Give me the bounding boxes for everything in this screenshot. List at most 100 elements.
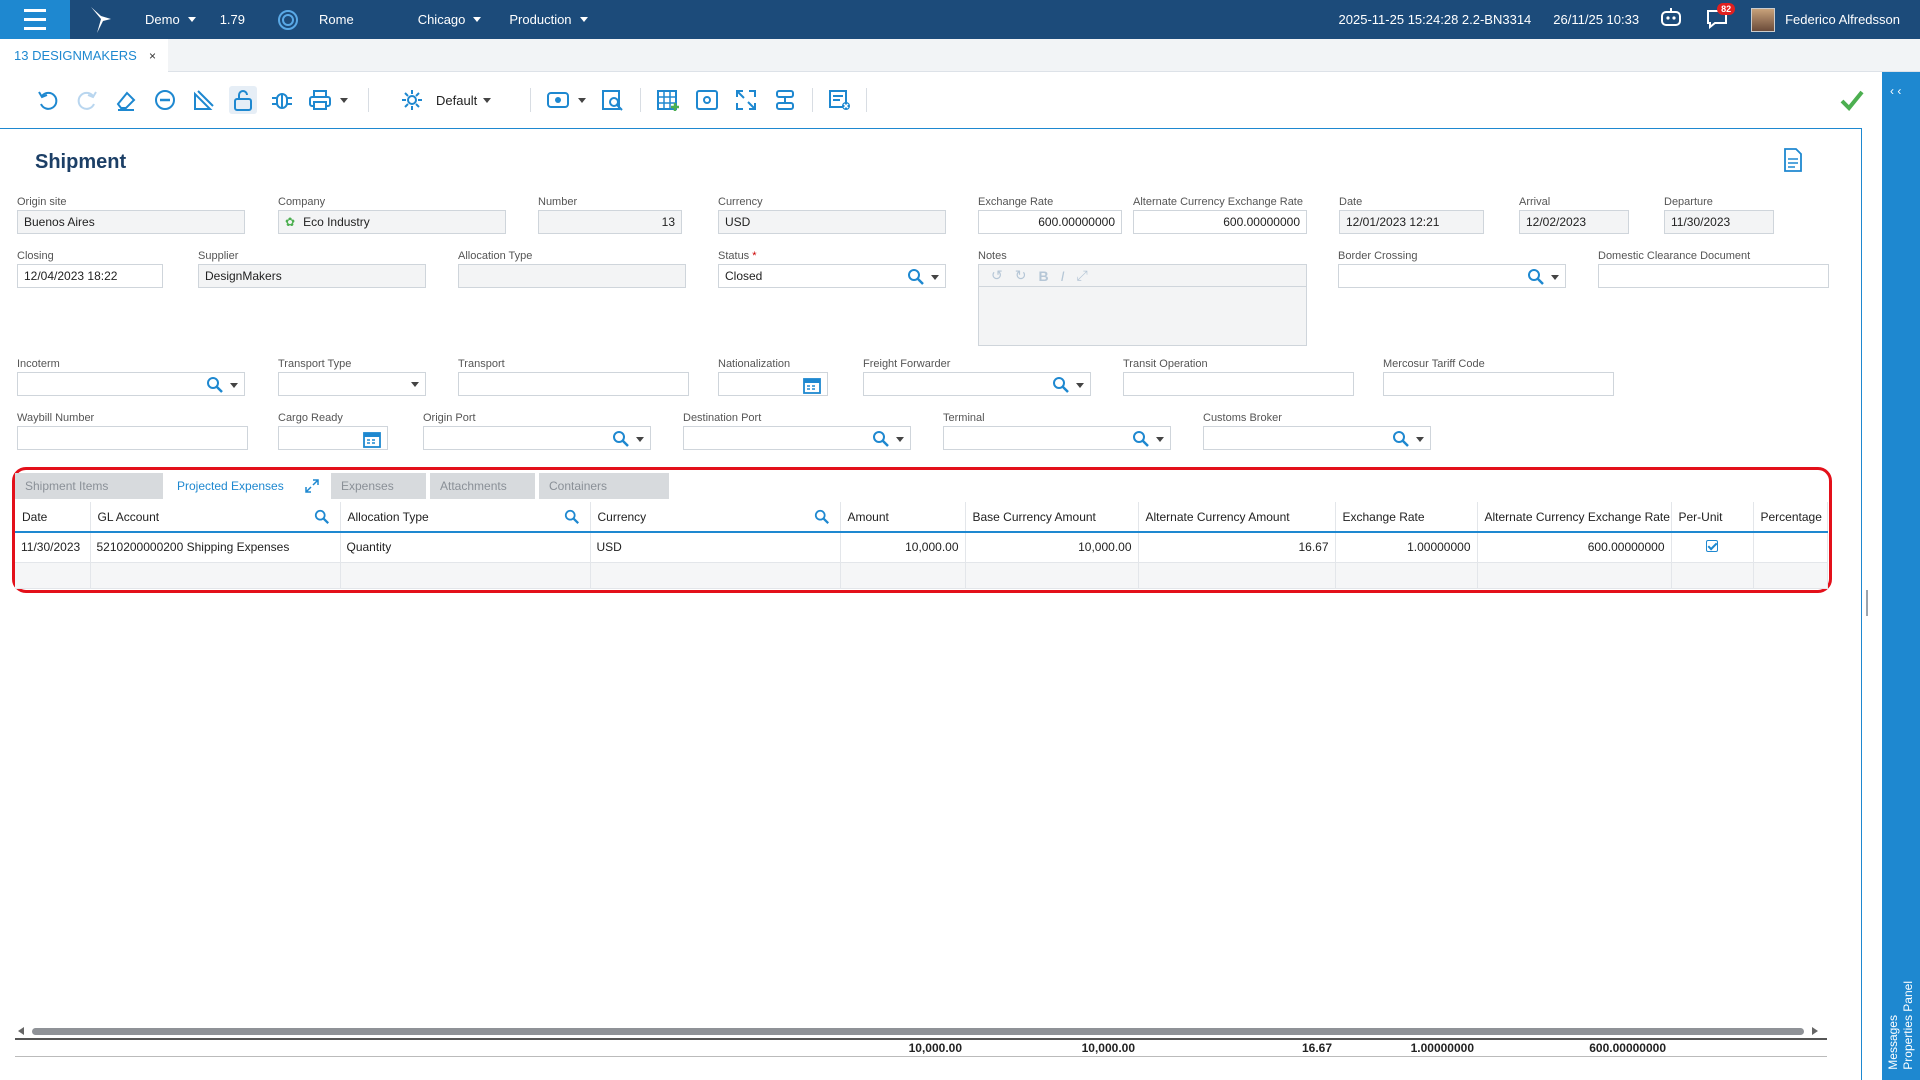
terminal-select[interactable] — [943, 426, 1171, 450]
redo-icon[interactable]: ↻ — [1014, 267, 1027, 283]
print-icon[interactable] — [307, 86, 349, 114]
mercosur-input[interactable] — [1383, 372, 1614, 396]
column-header-per-unit[interactable]: Per-Unit — [1671, 502, 1754, 533]
status-select[interactable]: Closed — [718, 264, 946, 288]
italic-icon[interactable]: I — [1060, 267, 1065, 284]
lookup-dropdown[interactable] — [1132, 430, 1164, 448]
column-header-allocation-type[interactable]: Allocation Type — [340, 502, 591, 533]
incoterm-select[interactable] — [17, 372, 245, 396]
cell-per-unit[interactable] — [1671, 532, 1754, 563]
allocation-type-input[interactable] — [458, 264, 686, 288]
column-header-gl-account[interactable]: GL Account — [90, 502, 341, 533]
empty-cell[interactable] — [1671, 562, 1754, 589]
chevron-down-icon[interactable] — [405, 382, 419, 387]
tab-shipment-items[interactable]: Shipment Items — [15, 473, 163, 499]
column-header-alternate-currency-amount[interactable]: Alternate Currency Amount — [1138, 502, 1336, 533]
empty-cell[interactable] — [1477, 562, 1672, 589]
empty-cell[interactable] — [965, 562, 1139, 589]
menu-button[interactable] — [0, 0, 70, 39]
avatar[interactable] — [1751, 7, 1776, 32]
column-header-amount[interactable]: Amount — [840, 502, 966, 533]
nationalization-input[interactable] — [718, 372, 828, 396]
empty-cell[interactable] — [90, 562, 341, 589]
column-header-date[interactable]: Date — [15, 502, 91, 533]
bold-icon[interactable]: B — [1038, 267, 1049, 284]
environment-selector[interactable]: Demo — [145, 12, 196, 27]
freight-forwarder-select[interactable] — [863, 372, 1091, 396]
table-row[interactable]: 11/30/2023 5210200000200 Shipping Expens… — [15, 532, 1828, 563]
search-icon[interactable] — [564, 509, 580, 528]
horizontal-scrollbar[interactable] — [18, 1026, 1818, 1036]
column-header-base-currency-amount[interactable]: Base Currency Amount — [965, 502, 1139, 533]
transport-input[interactable] — [458, 372, 689, 396]
currency-input[interactable]: USD — [718, 210, 946, 234]
departure-input[interactable]: 11/30/2023 — [1664, 210, 1774, 234]
mode-selector[interactable]: Production — [509, 12, 588, 27]
lookup-dropdown[interactable] — [612, 430, 644, 448]
arrival-input[interactable]: 12/02/2023 — [1519, 210, 1629, 234]
cell-gl-account[interactable]: 5210200000200 Shipping Expenses — [90, 532, 341, 563]
domestic-clearance-input[interactable] — [1598, 264, 1829, 288]
table-row-empty[interactable] — [15, 562, 1828, 589]
properties-panel-tab[interactable]: Properties Panel — [1901, 981, 1915, 1070]
column-header-currency[interactable]: Currency — [590, 502, 841, 533]
unlock-icon[interactable] — [229, 86, 257, 114]
column-header-alternate-exchange-rate[interactable]: Alternate Currency Exchange Rate — [1477, 502, 1672, 533]
ruler-icon[interactable] — [190, 86, 218, 114]
expand-icon[interactable] — [732, 86, 760, 114]
cell-percentage[interactable] — [1753, 532, 1828, 563]
notes-textarea[interactable] — [978, 286, 1307, 346]
scroll-right-icon[interactable] — [1812, 1027, 1818, 1035]
globe-icon[interactable] — [277, 9, 299, 31]
tab-13-designmakers[interactable]: 13 DESIGNMAKERS × — [0, 39, 168, 72]
empty-cell[interactable] — [1753, 562, 1828, 589]
preview-icon[interactable] — [693, 86, 721, 114]
exchange-rate-input[interactable]: 600.00000000 — [978, 210, 1122, 234]
undo-icon[interactable] — [34, 86, 62, 114]
messages-tab[interactable]: Messages — [1886, 1015, 1900, 1070]
remove-icon[interactable] — [151, 86, 179, 114]
chevron-left-icon[interactable]: ‹ ‹ — [1890, 84, 1902, 98]
search-icon[interactable] — [314, 509, 330, 528]
layout-selector[interactable]: Default — [400, 86, 492, 114]
waybill-input[interactable] — [17, 426, 248, 450]
tab-projected-expenses[interactable]: Projected Expenses — [167, 473, 327, 499]
lookup-dropdown[interactable] — [1052, 376, 1084, 394]
notifications-icon[interactable]: 82 — [1705, 3, 1736, 32]
cell-currency[interactable]: USD — [590, 532, 841, 563]
save-check-icon[interactable] — [1838, 86, 1866, 114]
bug-icon[interactable] — [268, 86, 296, 114]
search-icon[interactable] — [814, 509, 830, 528]
border-crossing-select[interactable] — [1338, 264, 1566, 288]
redo-icon[interactable] — [73, 86, 101, 114]
eraser-icon[interactable] — [112, 86, 140, 114]
lookup-dropdown[interactable] — [907, 268, 939, 286]
empty-cell[interactable] — [1138, 562, 1336, 589]
splitter-handle[interactable] — [1866, 590, 1868, 616]
undo-icon[interactable]: ↺ — [991, 267, 1003, 283]
per-unit-checkbox[interactable] — [1706, 539, 1718, 552]
transit-operation-input[interactable] — [1123, 372, 1354, 396]
cell-base-amount[interactable]: 10,000.00 — [965, 532, 1139, 563]
empty-cell[interactable] — [340, 562, 591, 589]
add-grid-icon[interactable] — [654, 86, 682, 114]
expand-icon[interactable] — [305, 479, 319, 493]
origin-port-select[interactable] — [423, 426, 651, 450]
tab-attachments[interactable]: Attachments — [430, 473, 535, 499]
empty-cell[interactable] — [840, 562, 966, 589]
number-input[interactable]: 13 — [538, 210, 682, 234]
customs-broker-select[interactable] — [1203, 426, 1431, 450]
expand-icon[interactable]: ⤢ — [1076, 267, 1088, 283]
company-input[interactable]: ✿ Eco Industry — [278, 210, 506, 234]
empty-cell[interactable] — [15, 562, 91, 589]
tab-expenses[interactable]: Expenses — [331, 473, 426, 499]
transport-type-select[interactable] — [278, 372, 426, 396]
cargo-ready-input[interactable] — [278, 426, 388, 450]
cell-alt-amount[interactable]: 16.67 — [1138, 532, 1336, 563]
site-selector[interactable]: Chicago — [418, 12, 482, 27]
calendar-icon[interactable] — [363, 430, 381, 448]
cell-date[interactable]: 11/30/2023 — [15, 532, 91, 563]
cell-amount[interactable]: 10,000.00 — [840, 532, 966, 563]
view-icon[interactable] — [546, 86, 586, 114]
scroll-left-icon[interactable] — [18, 1027, 24, 1035]
